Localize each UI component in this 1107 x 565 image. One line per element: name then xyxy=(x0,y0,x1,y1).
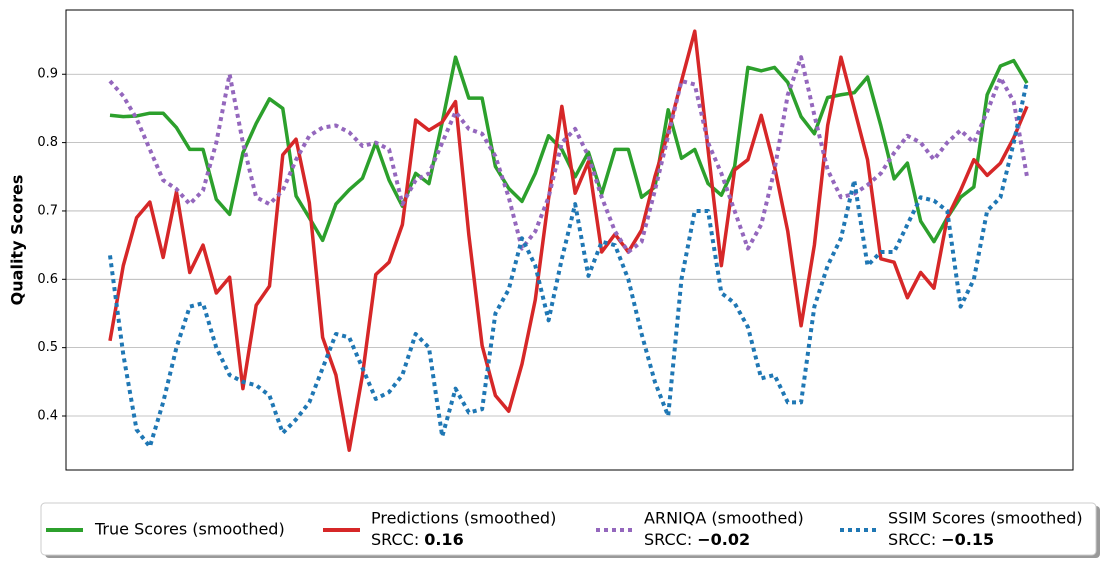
legend-srcc: SRCC: 0.16 xyxy=(371,530,464,549)
legend-srcc: SRCC: −0.02 xyxy=(644,530,750,549)
srcc-value: −0.02 xyxy=(697,530,750,549)
y-tick-label: 0.6 xyxy=(37,272,58,287)
y-axis-label: Quality Scores xyxy=(8,175,27,306)
plot-frame xyxy=(65,9,1074,471)
legend: True Scores (smoothed) Predictions (smoot… xyxy=(40,502,1100,558)
legend-label: SSIM Scores (smoothed) xyxy=(888,509,1083,528)
data-line xyxy=(108,29,1029,452)
legend-box xyxy=(40,502,1097,556)
y-tick-label: 0.8 xyxy=(37,135,58,150)
data-line xyxy=(108,55,1029,254)
legend-label: Predictions (smoothed) xyxy=(371,509,556,528)
srcc-prefix: SRCC: xyxy=(371,530,419,549)
srcc-prefix: SRCC: xyxy=(644,530,692,549)
y-tick-label: 0.5 xyxy=(37,340,58,355)
y-tick-label: 0.9 xyxy=(37,67,58,82)
srcc-prefix: SRCC: xyxy=(888,530,936,549)
legend-label: True Scores (smoothed) xyxy=(94,520,285,539)
srcc-value: −0.15 xyxy=(941,530,994,549)
data-line xyxy=(108,80,1029,449)
srcc-value: 0.16 xyxy=(424,530,463,549)
legend-srcc: SRCC: −0.15 xyxy=(888,530,994,549)
data-line xyxy=(109,55,1029,244)
y-tick-label: 0.4 xyxy=(37,409,58,424)
legend-label: ARNIQA (smoothed) xyxy=(644,509,804,528)
y-tick-label: 0.7 xyxy=(37,203,58,218)
